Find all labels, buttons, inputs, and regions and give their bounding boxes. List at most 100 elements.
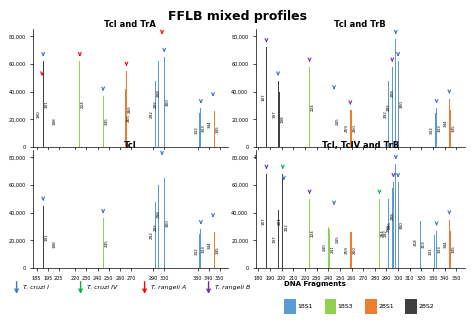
Text: 295: 295: [154, 223, 157, 231]
Bar: [379, 199, 380, 268]
Text: 345: 345: [215, 246, 219, 254]
Text: 245: 245: [335, 235, 339, 243]
Bar: [266, 174, 267, 268]
Text: T. cruzi IV: T. cruzi IV: [87, 285, 117, 290]
Bar: [155, 81, 156, 147]
Bar: [43, 206, 44, 268]
Bar: [214, 232, 215, 268]
Text: 345: 345: [452, 246, 456, 253]
Bar: [449, 220, 450, 268]
Text: 198: 198: [52, 117, 56, 125]
Text: 224: 224: [311, 230, 315, 237]
Bar: [309, 67, 310, 147]
Text: 245: 245: [104, 239, 108, 247]
Title: TcI: TcI: [124, 141, 137, 150]
Text: 292: 292: [150, 231, 154, 239]
Bar: [395, 164, 396, 268]
Text: 296: 296: [388, 221, 392, 229]
Text: 332: 332: [430, 126, 434, 134]
Bar: [279, 92, 280, 147]
Text: T. cruzi I: T. cruzi I: [23, 285, 49, 290]
Text: 224: 224: [311, 103, 315, 111]
Text: 190: 190: [37, 110, 41, 118]
Bar: [393, 182, 394, 268]
Text: 332: 332: [195, 126, 199, 134]
Bar: [278, 210, 279, 268]
Text: 28S1: 28S1: [378, 304, 393, 309]
Text: 197: 197: [273, 110, 277, 118]
Bar: [436, 108, 437, 147]
Text: 344: 344: [208, 241, 212, 249]
Text: 240: 240: [323, 244, 327, 251]
Title: TcI, TcIV and TrB: TcI, TcIV and TrB: [322, 141, 399, 150]
Text: 292: 292: [150, 110, 154, 118]
Text: 344: 344: [208, 120, 212, 128]
Text: 292: 292: [383, 230, 388, 237]
Bar: [449, 99, 450, 147]
Bar: [266, 47, 267, 147]
Bar: [43, 61, 44, 147]
Bar: [398, 61, 399, 147]
Text: 265: 265: [127, 114, 130, 122]
Bar: [388, 199, 389, 268]
Text: 191: 191: [45, 100, 48, 108]
Text: 18S3: 18S3: [337, 304, 353, 309]
Bar: [435, 112, 436, 147]
Text: 259: 259: [345, 246, 349, 254]
Text: 292: 292: [383, 110, 388, 118]
Text: 298: 298: [391, 89, 394, 97]
Text: 295: 295: [154, 100, 157, 108]
Text: 28S2: 28S2: [418, 304, 434, 309]
Bar: [42, 81, 43, 147]
Text: 260: 260: [353, 125, 357, 132]
Bar: [334, 95, 335, 147]
Text: 333: 333: [202, 245, 206, 253]
Bar: [162, 160, 163, 268]
Bar: [450, 110, 451, 147]
Bar: [351, 232, 352, 268]
Text: 245: 245: [104, 118, 108, 125]
Text: 245: 245: [335, 117, 339, 125]
Text: 333: 333: [202, 124, 206, 132]
Text: 266: 266: [128, 105, 132, 113]
Text: 300: 300: [165, 219, 169, 227]
Bar: [125, 89, 126, 147]
Text: 345: 345: [215, 125, 219, 133]
Text: 318: 318: [414, 238, 418, 246]
Text: 259: 259: [345, 125, 349, 132]
Text: 319: 319: [421, 241, 426, 249]
Bar: [158, 61, 159, 147]
Bar: [398, 182, 399, 268]
Bar: [158, 185, 159, 268]
Text: 187: 187: [261, 94, 265, 101]
Text: 298: 298: [157, 89, 161, 97]
Text: 197: 197: [273, 235, 277, 243]
Text: 345: 345: [452, 125, 456, 132]
Text: 198: 198: [281, 115, 284, 123]
Bar: [309, 199, 310, 268]
Text: 300: 300: [400, 221, 403, 229]
Bar: [450, 231, 451, 268]
Bar: [350, 232, 351, 268]
Bar: [214, 111, 215, 147]
Text: T. rangeli A: T. rangeli A: [151, 285, 186, 290]
Text: 18S1: 18S1: [298, 304, 313, 309]
Bar: [395, 39, 396, 147]
Text: 300: 300: [165, 98, 169, 106]
Text: FFLB mixed profiles: FFLB mixed profiles: [167, 10, 307, 23]
Bar: [329, 229, 330, 268]
Title: TcI and TrB: TcI and TrB: [334, 20, 386, 29]
Text: 332: 332: [195, 247, 199, 255]
Text: 284: 284: [381, 230, 385, 237]
Bar: [162, 39, 163, 147]
Text: 224: 224: [81, 100, 85, 108]
Text: 295: 295: [387, 103, 391, 111]
Text: T. rangeli B: T. rangeli B: [215, 285, 250, 290]
Text: 300: 300: [400, 100, 403, 108]
Bar: [334, 210, 335, 268]
Text: 201: 201: [277, 217, 282, 225]
Bar: [351, 110, 352, 147]
Text: 331: 331: [429, 248, 433, 255]
Text: 298: 298: [157, 210, 161, 218]
Text: 191: 191: [45, 233, 48, 241]
